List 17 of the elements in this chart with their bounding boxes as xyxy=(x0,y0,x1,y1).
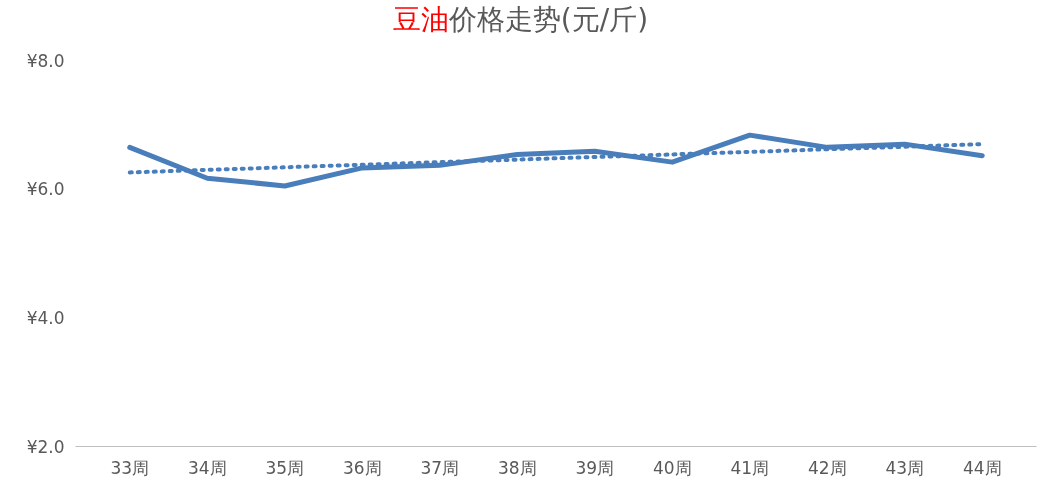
x-tick-label: 35周 xyxy=(265,457,305,478)
y-tick-label: ¥8.0 xyxy=(26,50,65,71)
x-tick-label: 39周 xyxy=(575,457,615,478)
x-tick-label: 37周 xyxy=(420,457,460,478)
y-tick-label: ¥2.0 xyxy=(26,436,65,457)
y-tick-label: ¥6.0 xyxy=(26,179,65,200)
x-tick-label: 44周 xyxy=(962,457,1002,478)
x-tick-label: 34周 xyxy=(187,457,227,478)
x-tick-label: 42周 xyxy=(807,457,847,478)
x-tick-label: 33周 xyxy=(110,457,150,478)
y-tick-label: ¥4.0 xyxy=(26,307,65,328)
chart-title: 豆油价格走势(元/斤) xyxy=(391,2,650,38)
x-tick-label: 36周 xyxy=(342,457,382,478)
x-tick-label: 40周 xyxy=(652,457,692,478)
x-tick-label: 41周 xyxy=(730,457,770,478)
x-tick-label: 38周 xyxy=(497,457,537,478)
x-tick-label: 43周 xyxy=(885,457,925,478)
